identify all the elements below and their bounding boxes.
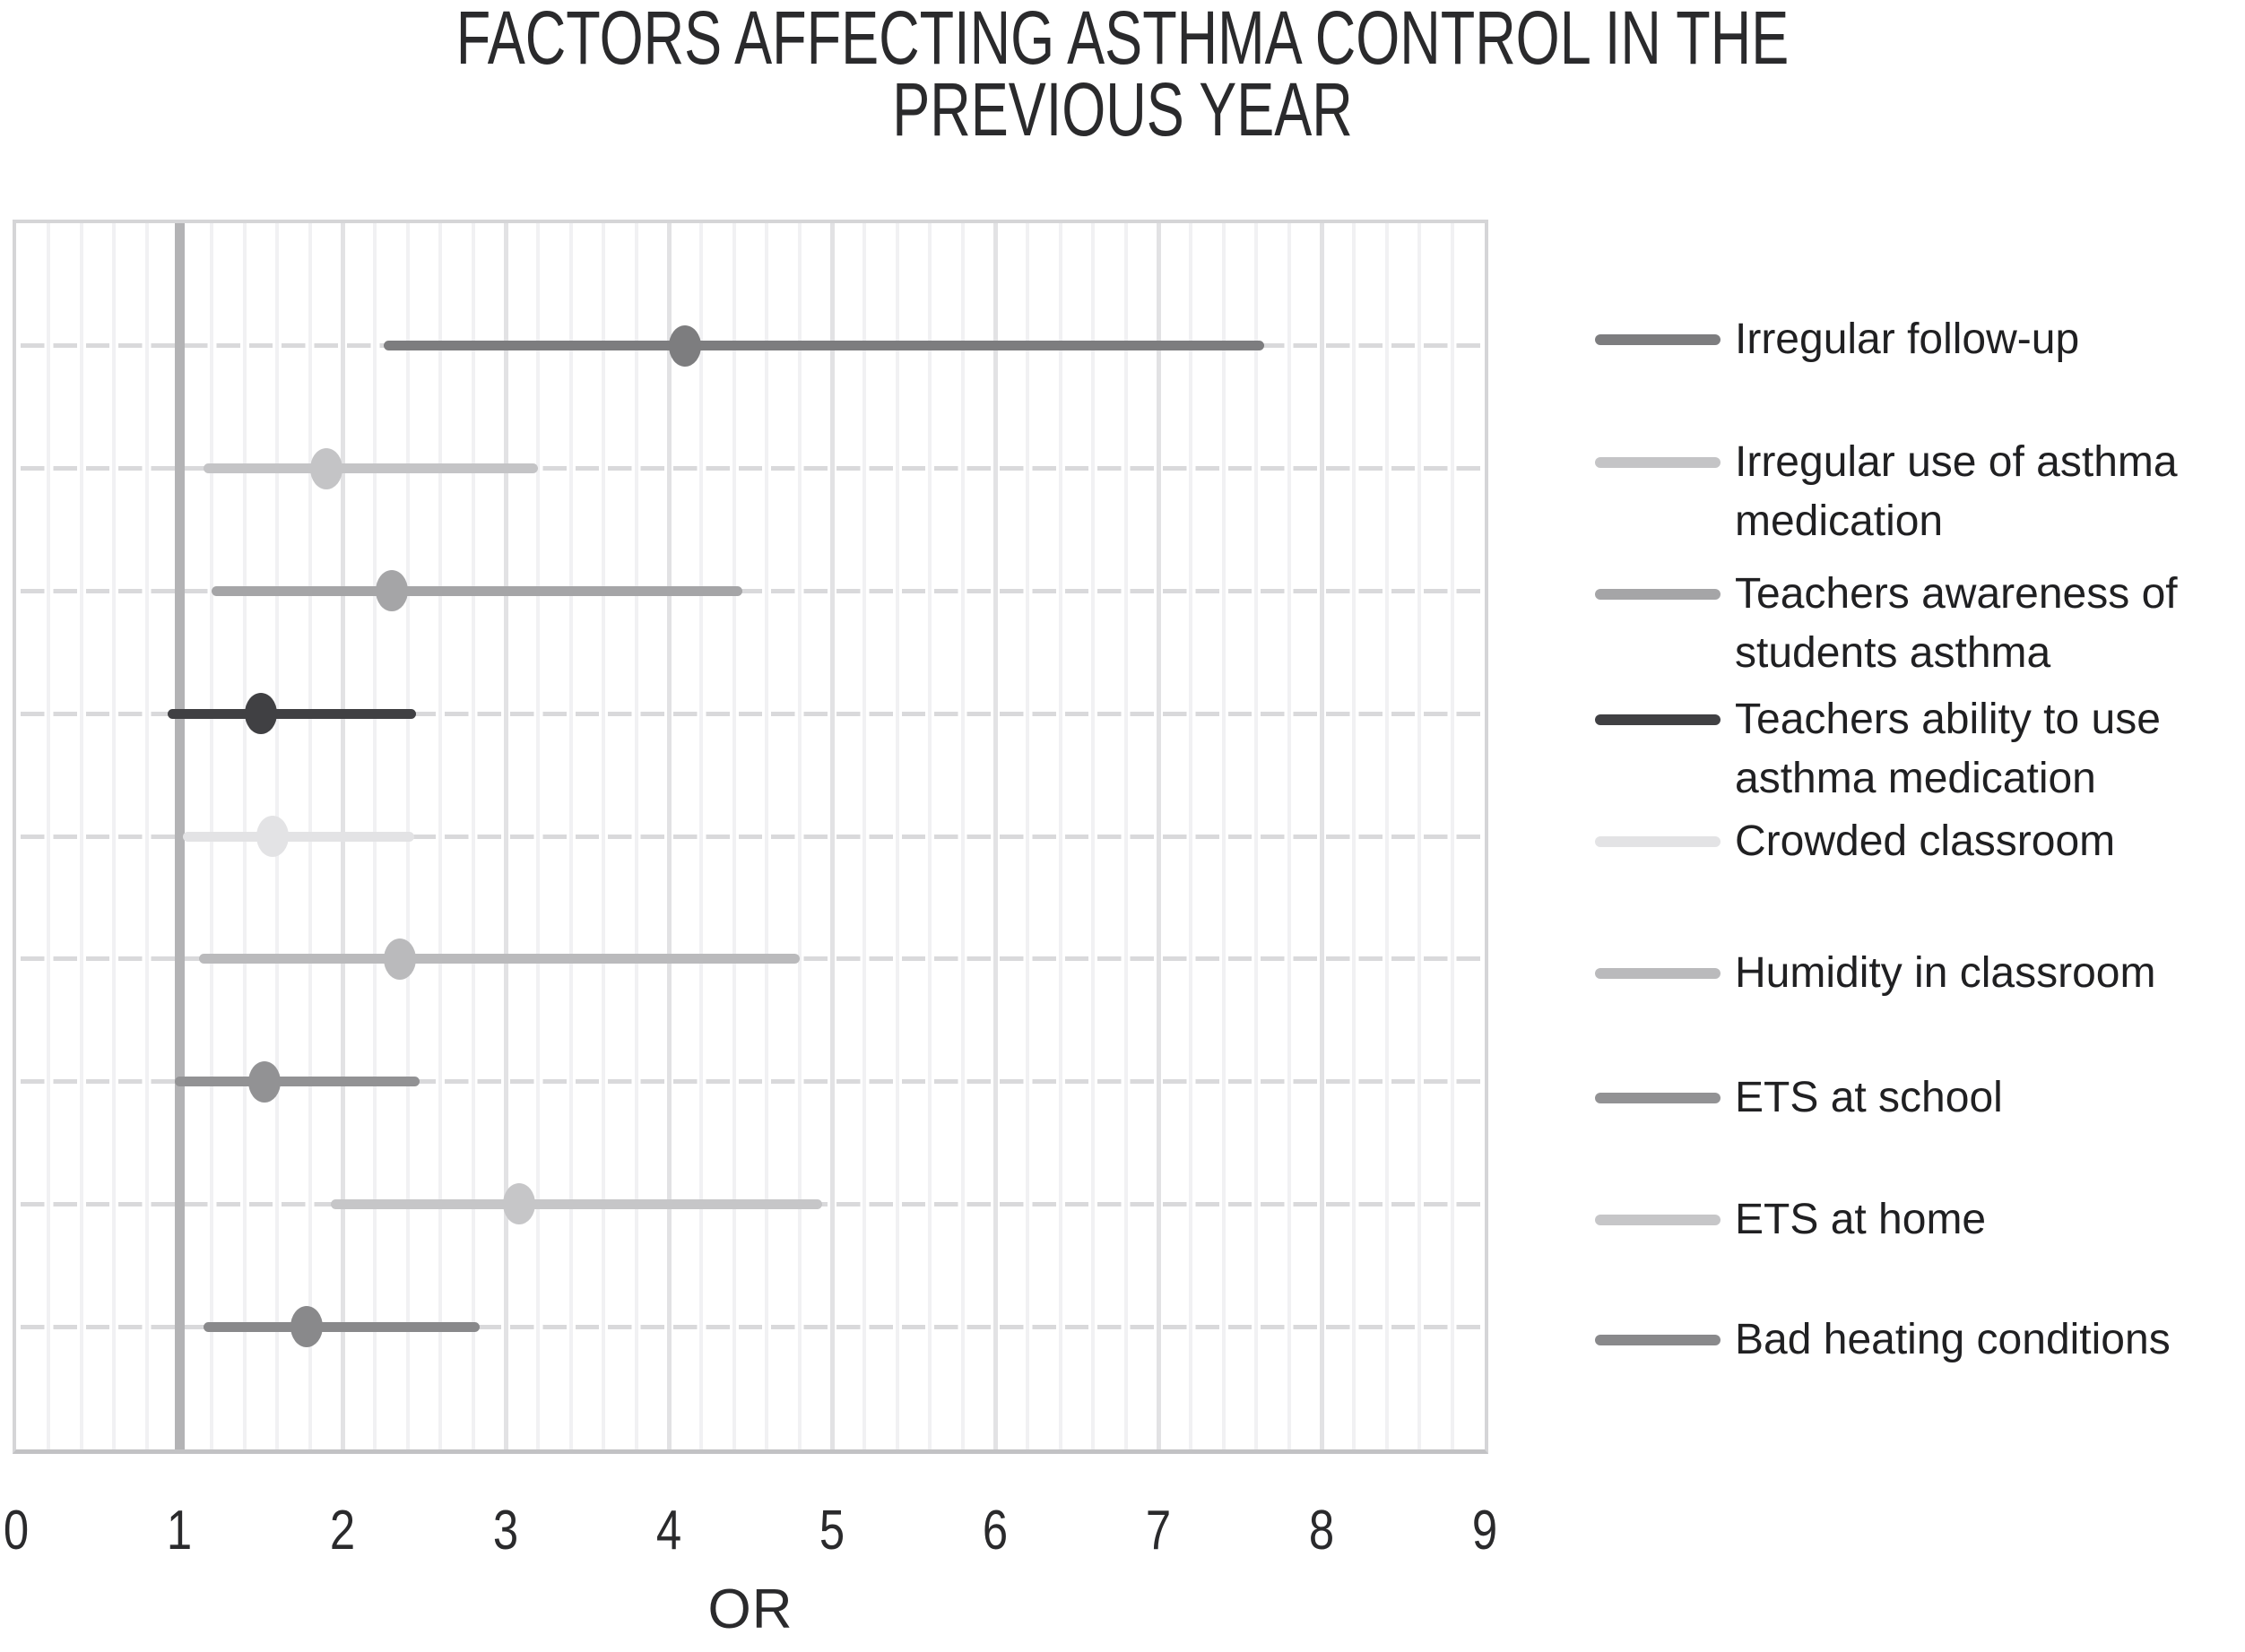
ci-line [331, 1198, 823, 1209]
legend-label: Teachers awareness of students asthma [1735, 570, 2178, 677]
point-estimate-dot [502, 1183, 535, 1225]
legend-color-swatch [1595, 968, 1721, 979]
legend-label: Crowded classroom [1735, 817, 2116, 865]
x-tick-label: 8 [1308, 1500, 1335, 1561]
legend-item: ETS at home [1595, 1190, 2245, 1250]
legend-color-swatch [1595, 334, 1721, 345]
x-tick-label: 2 [329, 1500, 356, 1561]
legend-color-swatch [1595, 457, 1721, 468]
plot-area [13, 220, 1488, 1454]
x-tick-label: 7 [1145, 1500, 1172, 1561]
x-tick-label: 3 [492, 1500, 519, 1561]
legend-item: Irregular follow-up [1595, 310, 2245, 369]
legend-color-swatch [1595, 714, 1721, 725]
legend-item: Bad heating conditions [1595, 1310, 2245, 1370]
row-gridline [16, 1079, 1485, 1085]
chart-title-line1: FACTORS AFFECTING ASTHMA CONTROL IN THE [455, 0, 1790, 80]
legend-item: Teachers ability to use asthma medicatio… [1595, 690, 2245, 809]
x-tick-label: 5 [819, 1500, 845, 1561]
ci-line [212, 585, 742, 596]
x-tick-label: 4 [655, 1500, 682, 1561]
ci-line [198, 954, 800, 964]
x-tick-label: 6 [982, 1500, 1009, 1561]
ci-line [182, 831, 415, 842]
point-estimate-dot [375, 570, 408, 612]
x-tick-label: 0 [3, 1500, 30, 1561]
reference-line-or-1 [174, 223, 185, 1449]
point-estimate-dot [309, 447, 342, 489]
point-estimate-dot [245, 693, 277, 735]
legend-color-swatch [1595, 836, 1721, 847]
legend-color-swatch [1595, 1335, 1721, 1345]
legend-label: ETS at home [1735, 1196, 1987, 1243]
x-axis-label: OR [707, 1578, 793, 1640]
point-estimate-dot [383, 938, 416, 980]
legend-color-swatch [1595, 1215, 1721, 1225]
legend-label: Teachers ability to use asthma medicatio… [1735, 696, 2161, 802]
ci-line [204, 1321, 480, 1332]
point-estimate-dot [290, 1306, 323, 1348]
ci-line [383, 341, 1265, 351]
ci-line [204, 463, 539, 474]
row-gridline [16, 466, 1485, 471]
legend-item: Crowded classroom [1595, 812, 2245, 871]
ci-line [168, 708, 416, 719]
legend-color-swatch [1595, 1093, 1721, 1103]
point-estimate-dot [247, 1060, 281, 1103]
x-tick-label: 1 [166, 1500, 193, 1561]
legend-item: ETS at school [1595, 1068, 2245, 1128]
point-estimate-dot [669, 324, 702, 367]
row-gridline [16, 834, 1485, 839]
point-estimate-dot [256, 816, 289, 857]
legend-item: Irregular use of asthma medication [1595, 433, 2245, 551]
row-gridline [16, 711, 1485, 716]
legend-color-swatch [1595, 589, 1721, 600]
chart-title: FACTORS AFFECTING ASTHMA CONTROL IN THE … [281, 0, 1964, 151]
row-gridline [16, 1324, 1485, 1329]
legend-label: Irregular use of asthma medication [1735, 438, 2178, 545]
legend-label: Humidity in classroom [1735, 949, 2156, 997]
legend-item: Teachers awareness of students asthma [1595, 565, 2245, 683]
row-gridline [16, 588, 1485, 593]
legend-label: ETS at school [1735, 1074, 2003, 1121]
x-tick-label: 9 [1471, 1500, 1498, 1561]
chart-title-line2: PREVIOUS YEAR [892, 67, 1353, 151]
legend: Irregular follow-up Irregular use of asth… [1587, 0, 2245, 1652]
legend-label: Irregular follow-up [1735, 316, 2080, 363]
legend-label: Bad heating conditions [1735, 1316, 2171, 1363]
legend-item: Humidity in classroom [1595, 944, 2245, 1003]
ci-line [174, 1077, 420, 1087]
